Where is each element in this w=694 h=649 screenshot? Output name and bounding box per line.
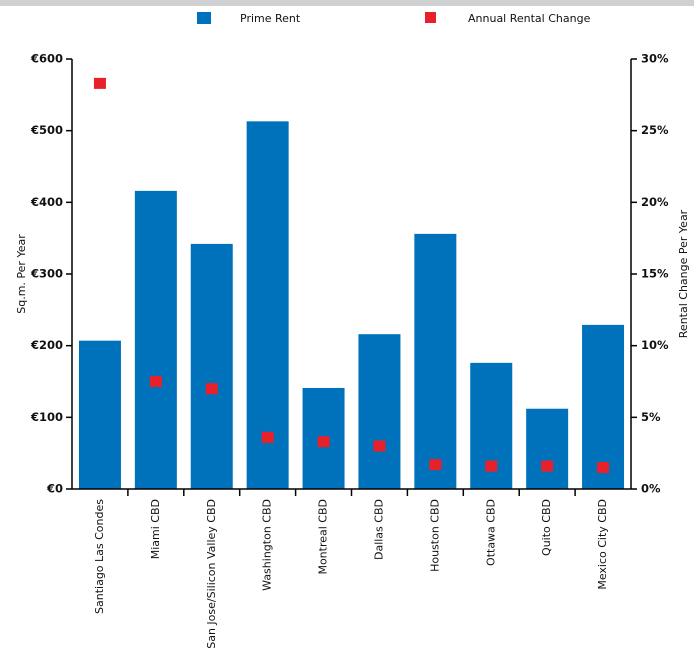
marker [149,376,162,387]
x-tick-label: San Jose/Silicon Valley CBD [205,499,218,649]
y2-tick-label: 25% [641,123,669,137]
y2-tick-label: 0% [641,482,661,496]
bar [134,190,177,489]
legend-swatch [197,12,211,24]
y-axis-label: Sq.m. Per Year [15,234,28,314]
x-tick-label: Houston CBD [428,499,441,572]
marker [205,383,218,395]
marker [541,460,554,472]
y2-axis-label: Rental Change Per Year [677,209,690,338]
marker [261,431,274,443]
x-tick-label: Miami CBD [149,499,162,559]
x-tick-label: Washington CBD [261,499,274,591]
y-tick-label: €0 [46,482,63,496]
bar [582,324,625,489]
legend-label: Annual Rental Change [468,12,591,25]
bar [414,233,457,489]
y2-tick-label: 20% [641,195,669,209]
marker [485,460,498,472]
x-tick-label: Quito CBD [540,499,553,556]
y-tick-label: €500 [30,123,63,137]
bar [246,121,289,489]
bar [190,243,233,489]
y-tick-label: €400 [30,195,63,209]
marker [93,77,106,89]
x-tick-label: Mexico City CBD [596,499,609,590]
bar [526,408,569,489]
y2-tick-label: 30% [641,52,669,66]
y-tick-label: €300 [30,267,63,281]
legend-swatch [425,12,436,23]
legend-label: Prime Rent [240,12,301,25]
bar [78,340,121,489]
x-tick-label: Santiago Las Condes [93,499,106,614]
y2-tick-label: 5% [641,410,661,424]
marker [373,440,386,452]
marker [429,459,442,471]
x-tick-label: Ottawa CBD [484,499,497,566]
y-tick-label: €200 [30,338,63,352]
y2-tick-label: 10% [641,338,669,352]
marker [317,436,330,448]
x-tick-label: Dallas CBD [372,499,385,560]
y-tick-label: €600 [30,52,63,66]
y-tick-label: €100 [30,410,63,424]
y2-tick-label: 15% [641,267,669,281]
x-tick-label: Montreal CBD [317,499,330,575]
top-band [0,0,694,6]
marker [597,462,610,473]
bar [358,334,401,489]
